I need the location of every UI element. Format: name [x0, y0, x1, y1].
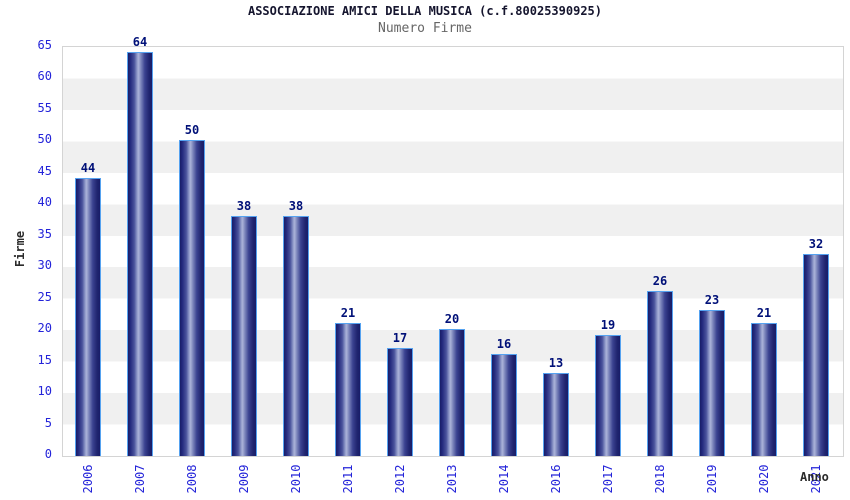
- x-tick-label: 2017: [601, 464, 615, 494]
- x-tick-label: 2011: [341, 464, 355, 494]
- bar-value-label: 26: [652, 274, 668, 288]
- bar-value-label: 32: [808, 237, 824, 251]
- x-tick-label: 2008: [185, 464, 199, 494]
- bar-2011: [335, 323, 361, 456]
- y-tick-label: 10: [37, 384, 52, 399]
- x-tick-label: 2012: [393, 464, 407, 494]
- bar-value-label: 16: [496, 337, 512, 351]
- y-tick-label: 0: [44, 447, 52, 461]
- bar-2012: [387, 348, 413, 456]
- x-tick-label: 2013: [445, 464, 459, 494]
- bar-value-label: 21: [340, 306, 356, 320]
- bar-2020: [751, 323, 777, 456]
- y-tick-label: 45: [37, 163, 52, 178]
- bar-2010: [283, 216, 309, 456]
- y-axis-title: Firme: [13, 230, 27, 268]
- bar-2007: [127, 52, 153, 456]
- x-tick-label: 2018: [653, 464, 667, 494]
- y-tick-label: 55: [37, 100, 52, 115]
- y-tick-label: 5: [44, 415, 52, 430]
- bar-2021: [803, 254, 829, 456]
- bar-value-label: 64: [132, 35, 148, 49]
- bar-2006: [75, 178, 101, 456]
- y-tick-label: 15: [37, 352, 52, 367]
- x-tick-label: 2007: [133, 464, 147, 494]
- y-tick-label: 25: [37, 289, 52, 304]
- bar-value-label: 17: [392, 331, 408, 345]
- y-tick-label: 30: [37, 258, 52, 273]
- bar-value-label: 50: [184, 123, 200, 137]
- bar-2008: [179, 140, 205, 456]
- bar-2017: [595, 335, 621, 456]
- chart-title: ASSOCIAZIONE AMICI DELLA MUSICA (c.f.800…: [247, 4, 602, 18]
- bar-value-label: 21: [756, 306, 772, 320]
- x-axis-title: Anno: [800, 470, 829, 484]
- bar-value-label: 23: [704, 293, 720, 307]
- bar-2013: [439, 329, 465, 456]
- bar-value-label: 20: [444, 312, 460, 326]
- x-tick-label: 2006: [81, 464, 95, 494]
- x-tick-label: 2016: [549, 464, 563, 494]
- x-tick-label: 2010: [289, 464, 303, 494]
- bar-2009: [231, 216, 257, 456]
- y-tick-label: 50: [37, 132, 52, 147]
- y-tick-label: 65: [37, 38, 52, 52]
- x-tick-label: 2019: [705, 464, 719, 494]
- y-tick-label: 60: [37, 69, 52, 84]
- x-tick-label: 2009: [237, 464, 251, 494]
- bar-2018: [647, 291, 673, 456]
- chart-subtitle: Numero Firme: [378, 21, 472, 36]
- bar-value-label: 38: [288, 199, 304, 213]
- bar-2016: [543, 373, 569, 456]
- x-tick-label: 2014: [497, 464, 511, 494]
- bar-2014: [491, 354, 517, 456]
- y-tick-label: 40: [37, 195, 52, 210]
- bar-2019: [699, 310, 725, 456]
- y-tick-label: 20: [37, 321, 52, 336]
- x-tick-label: 2020: [757, 464, 771, 494]
- bar-value-label: 38: [236, 199, 252, 213]
- bar-value-label: 13: [548, 356, 564, 370]
- bar-value-label: 44: [80, 161, 96, 175]
- bar-value-label: 19: [600, 318, 616, 332]
- y-tick-label: 35: [37, 226, 52, 241]
